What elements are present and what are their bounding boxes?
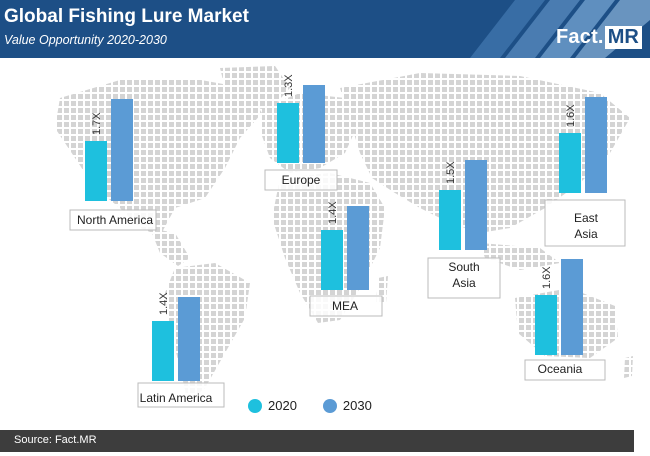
bar-2030-latin-america [178, 297, 200, 381]
region-group-south-asia: 1.5X South Asia [427, 160, 501, 299]
region-label-box-latin-america [137, 382, 225, 408]
legend-swatch-2030 [322, 398, 337, 413]
region-name-latin-america-line-1: Latin America [140, 391, 213, 405]
region-name-south-asia-line-1: South [448, 260, 479, 274]
region-name-europe-line-1: Europe [282, 173, 321, 187]
bar-2030-oceania [561, 259, 583, 355]
region-label-box-europe [264, 169, 338, 191]
region-label-box-mea [309, 295, 383, 317]
legend-swatch-2020 [248, 398, 262, 413]
region-group-mea: 1.4X MEA [309, 201, 383, 317]
region-label-box-east-asia [544, 199, 626, 247]
factmr-logo: Fact. MR [556, 24, 642, 51]
multiplier-label-north-america: 1.7X [91, 112, 103, 135]
legend-item-2020: 2020 [248, 398, 297, 413]
region-name-east-asia-line-1: East [574, 211, 599, 225]
legend-item-2030: 2030 [322, 398, 372, 413]
region-label-box-north-america [69, 209, 157, 231]
region-group-oceania: 1.6X Oceania [524, 259, 606, 381]
legend-label-2030: 2030 [342, 398, 372, 413]
source-footer: Source: Fact.MR [0, 430, 634, 452]
logo-text-main: Fact. [556, 26, 604, 48]
bar-2020-east-asia [559, 133, 581, 193]
bar-2030-north-america [111, 99, 133, 201]
region-name-east-asia-line-2: Asia [574, 227, 598, 241]
legend-label-2020: 2020 [268, 398, 297, 413]
page-title: Global Fishing Lure Market [4, 6, 249, 27]
bar-2020-south-asia [439, 190, 461, 250]
source-text: Source: Fact.MR [14, 434, 97, 446]
multiplier-label-mea: 1.4X [327, 201, 339, 224]
region-name-oceania-line-1: Oceania [538, 362, 583, 376]
chart-legend: 2020 2030 [248, 398, 398, 413]
header-banner: Global Fishing Lure Market Value Opportu… [0, 0, 650, 58]
region-group-north-america: 1.7X North America [69, 99, 157, 231]
multiplier-label-south-asia: 1.5X [445, 161, 457, 184]
multiplier-label-east-asia: 1.6X [565, 104, 577, 127]
region-group-east-asia: 1.6X East Asia [544, 97, 626, 247]
bar-2020-north-america [85, 141, 107, 201]
page-subtitle: Value Opportunity 2020-2030 [4, 33, 167, 47]
multiplier-label-europe: 1.3X [283, 74, 295, 97]
multiplier-label-oceania: 1.6X [541, 266, 553, 289]
region-name-south-asia-line-2: Asia [452, 276, 476, 290]
bar-2030-south-asia [465, 160, 487, 250]
region-group-europe: 1.3X Europe [264, 74, 338, 191]
logo-text-accent: MR [604, 26, 642, 49]
bar-2020-latin-america [152, 321, 174, 381]
bar-2030-europe [303, 85, 325, 163]
multiplier-label-latin-america: 1.4X [158, 292, 170, 315]
region-label-box-oceania [524, 359, 606, 381]
bar-2020-oceania [535, 295, 557, 355]
bar-2030-mea [347, 206, 369, 290]
bar-2020-europe [277, 103, 299, 163]
bar-2020-mea [321, 230, 343, 290]
region-name-mea-line-1: MEA [332, 299, 358, 313]
region-label-box-south-asia [427, 257, 501, 299]
region-name-north-america-line-1: North America [77, 213, 153, 227]
bar-2030-east-asia [585, 97, 607, 193]
region-group-latin-america: 1.4X Latin America [137, 292, 225, 408]
